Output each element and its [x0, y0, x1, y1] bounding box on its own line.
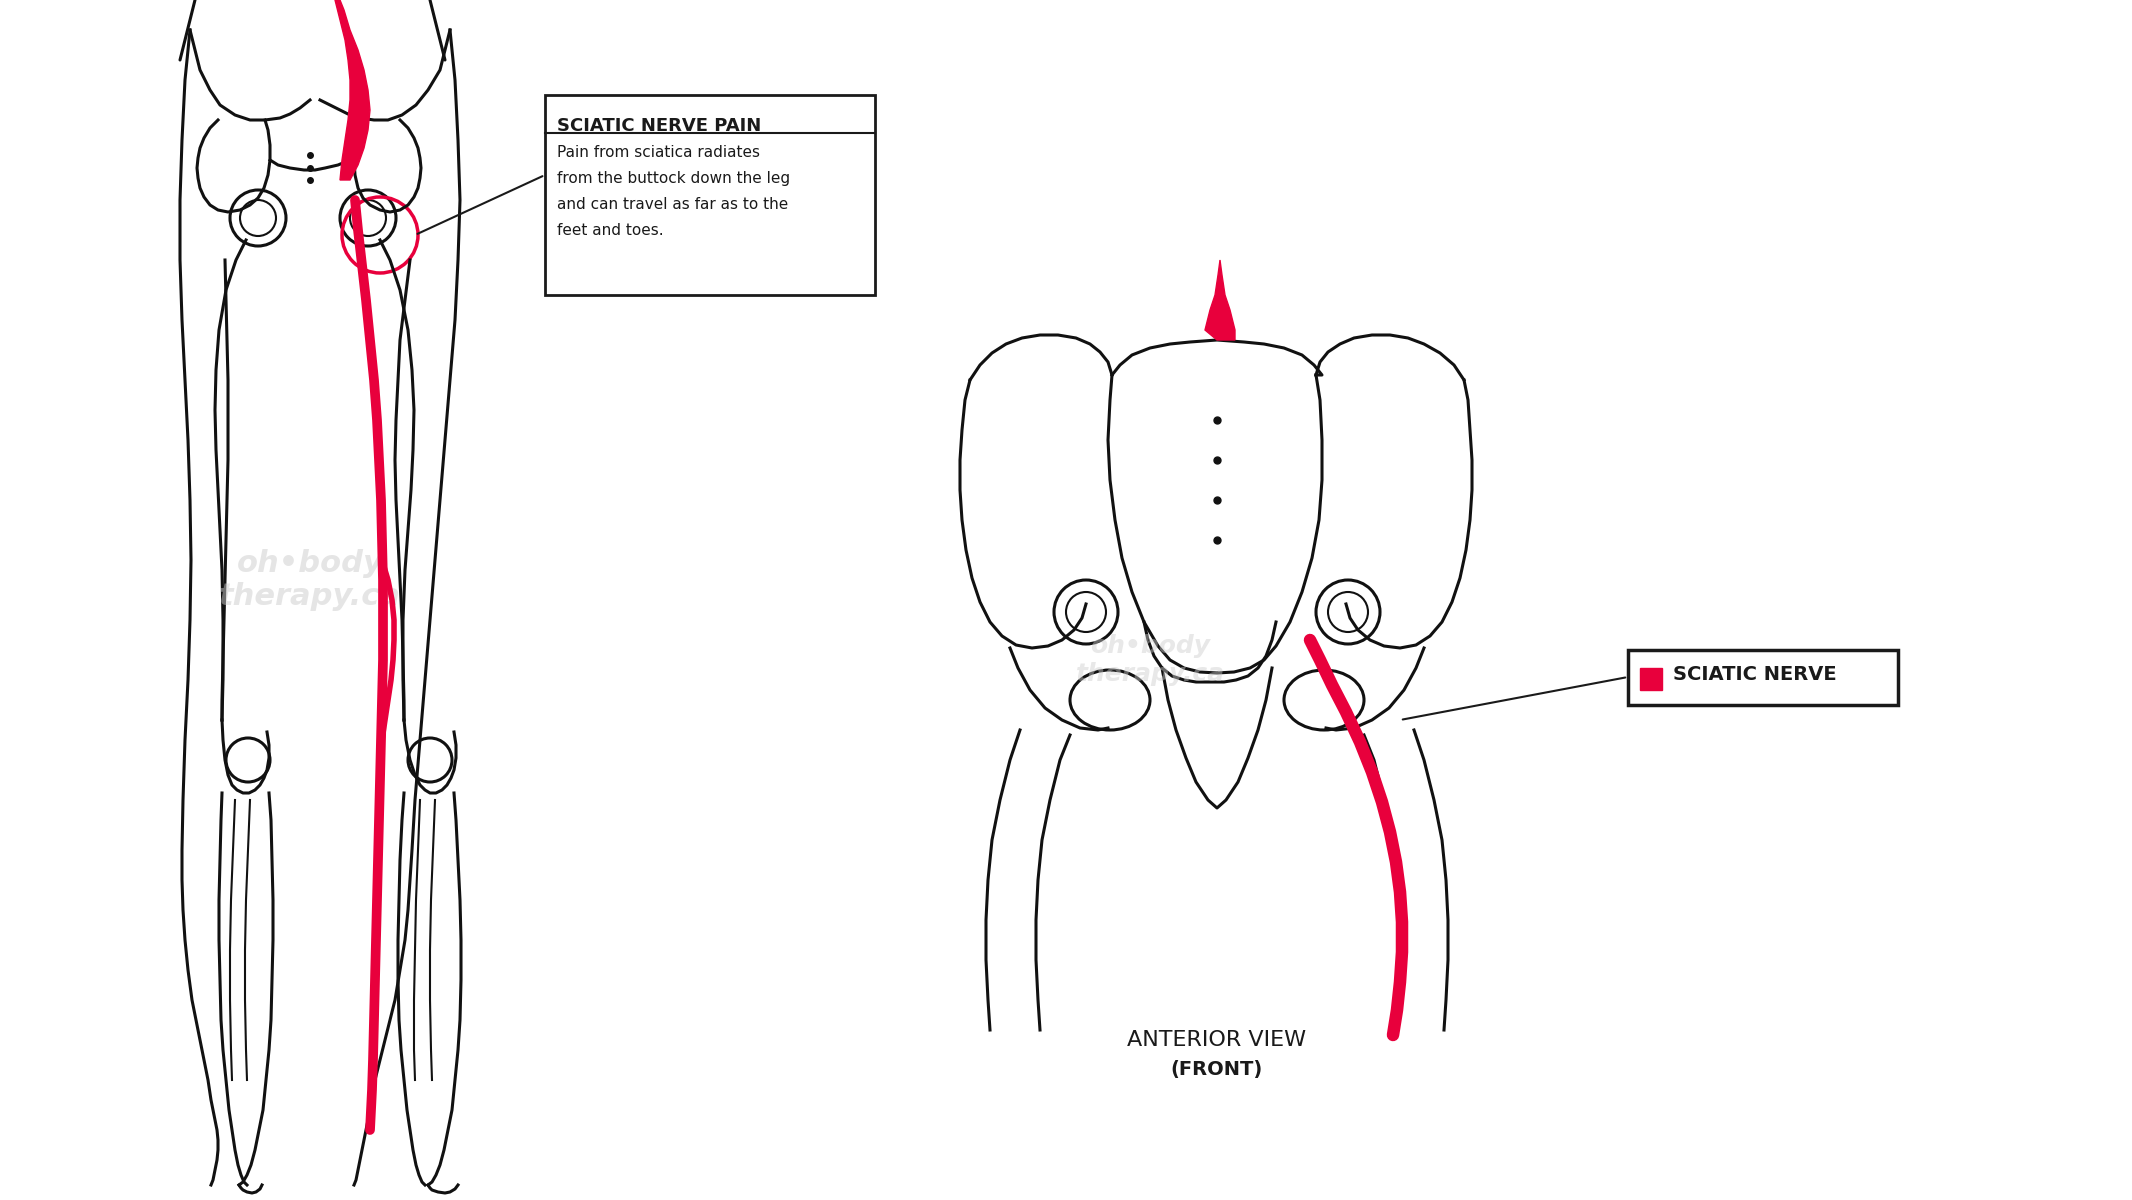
Text: from the buttock down the leg: from the buttock down the leg: [556, 170, 791, 186]
Text: oh•body
therapy.ca: oh•body therapy.ca: [220, 548, 401, 611]
Polygon shape: [335, 0, 371, 180]
Text: Pain from sciatica radiates: Pain from sciatica radiates: [556, 145, 759, 160]
FancyBboxPatch shape: [1629, 650, 1897, 704]
Text: feet and toes.: feet and toes.: [556, 223, 663, 238]
Polygon shape: [1205, 260, 1234, 340]
FancyBboxPatch shape: [1640, 668, 1663, 690]
Text: SCIATIC NERVE: SCIATIC NERVE: [1674, 666, 1836, 684]
Text: SCIATIC NERVE PAIN: SCIATIC NERVE PAIN: [556, 116, 761, 134]
Text: ANTERIOR VIEW: ANTERIOR VIEW: [1128, 1030, 1307, 1050]
Text: oh•body
therapy.ca: oh•body therapy.ca: [1075, 634, 1224, 686]
FancyBboxPatch shape: [546, 95, 874, 295]
Text: (FRONT): (FRONT): [1170, 1061, 1262, 1080]
Text: and can travel as far as to the: and can travel as far as to the: [556, 197, 789, 212]
